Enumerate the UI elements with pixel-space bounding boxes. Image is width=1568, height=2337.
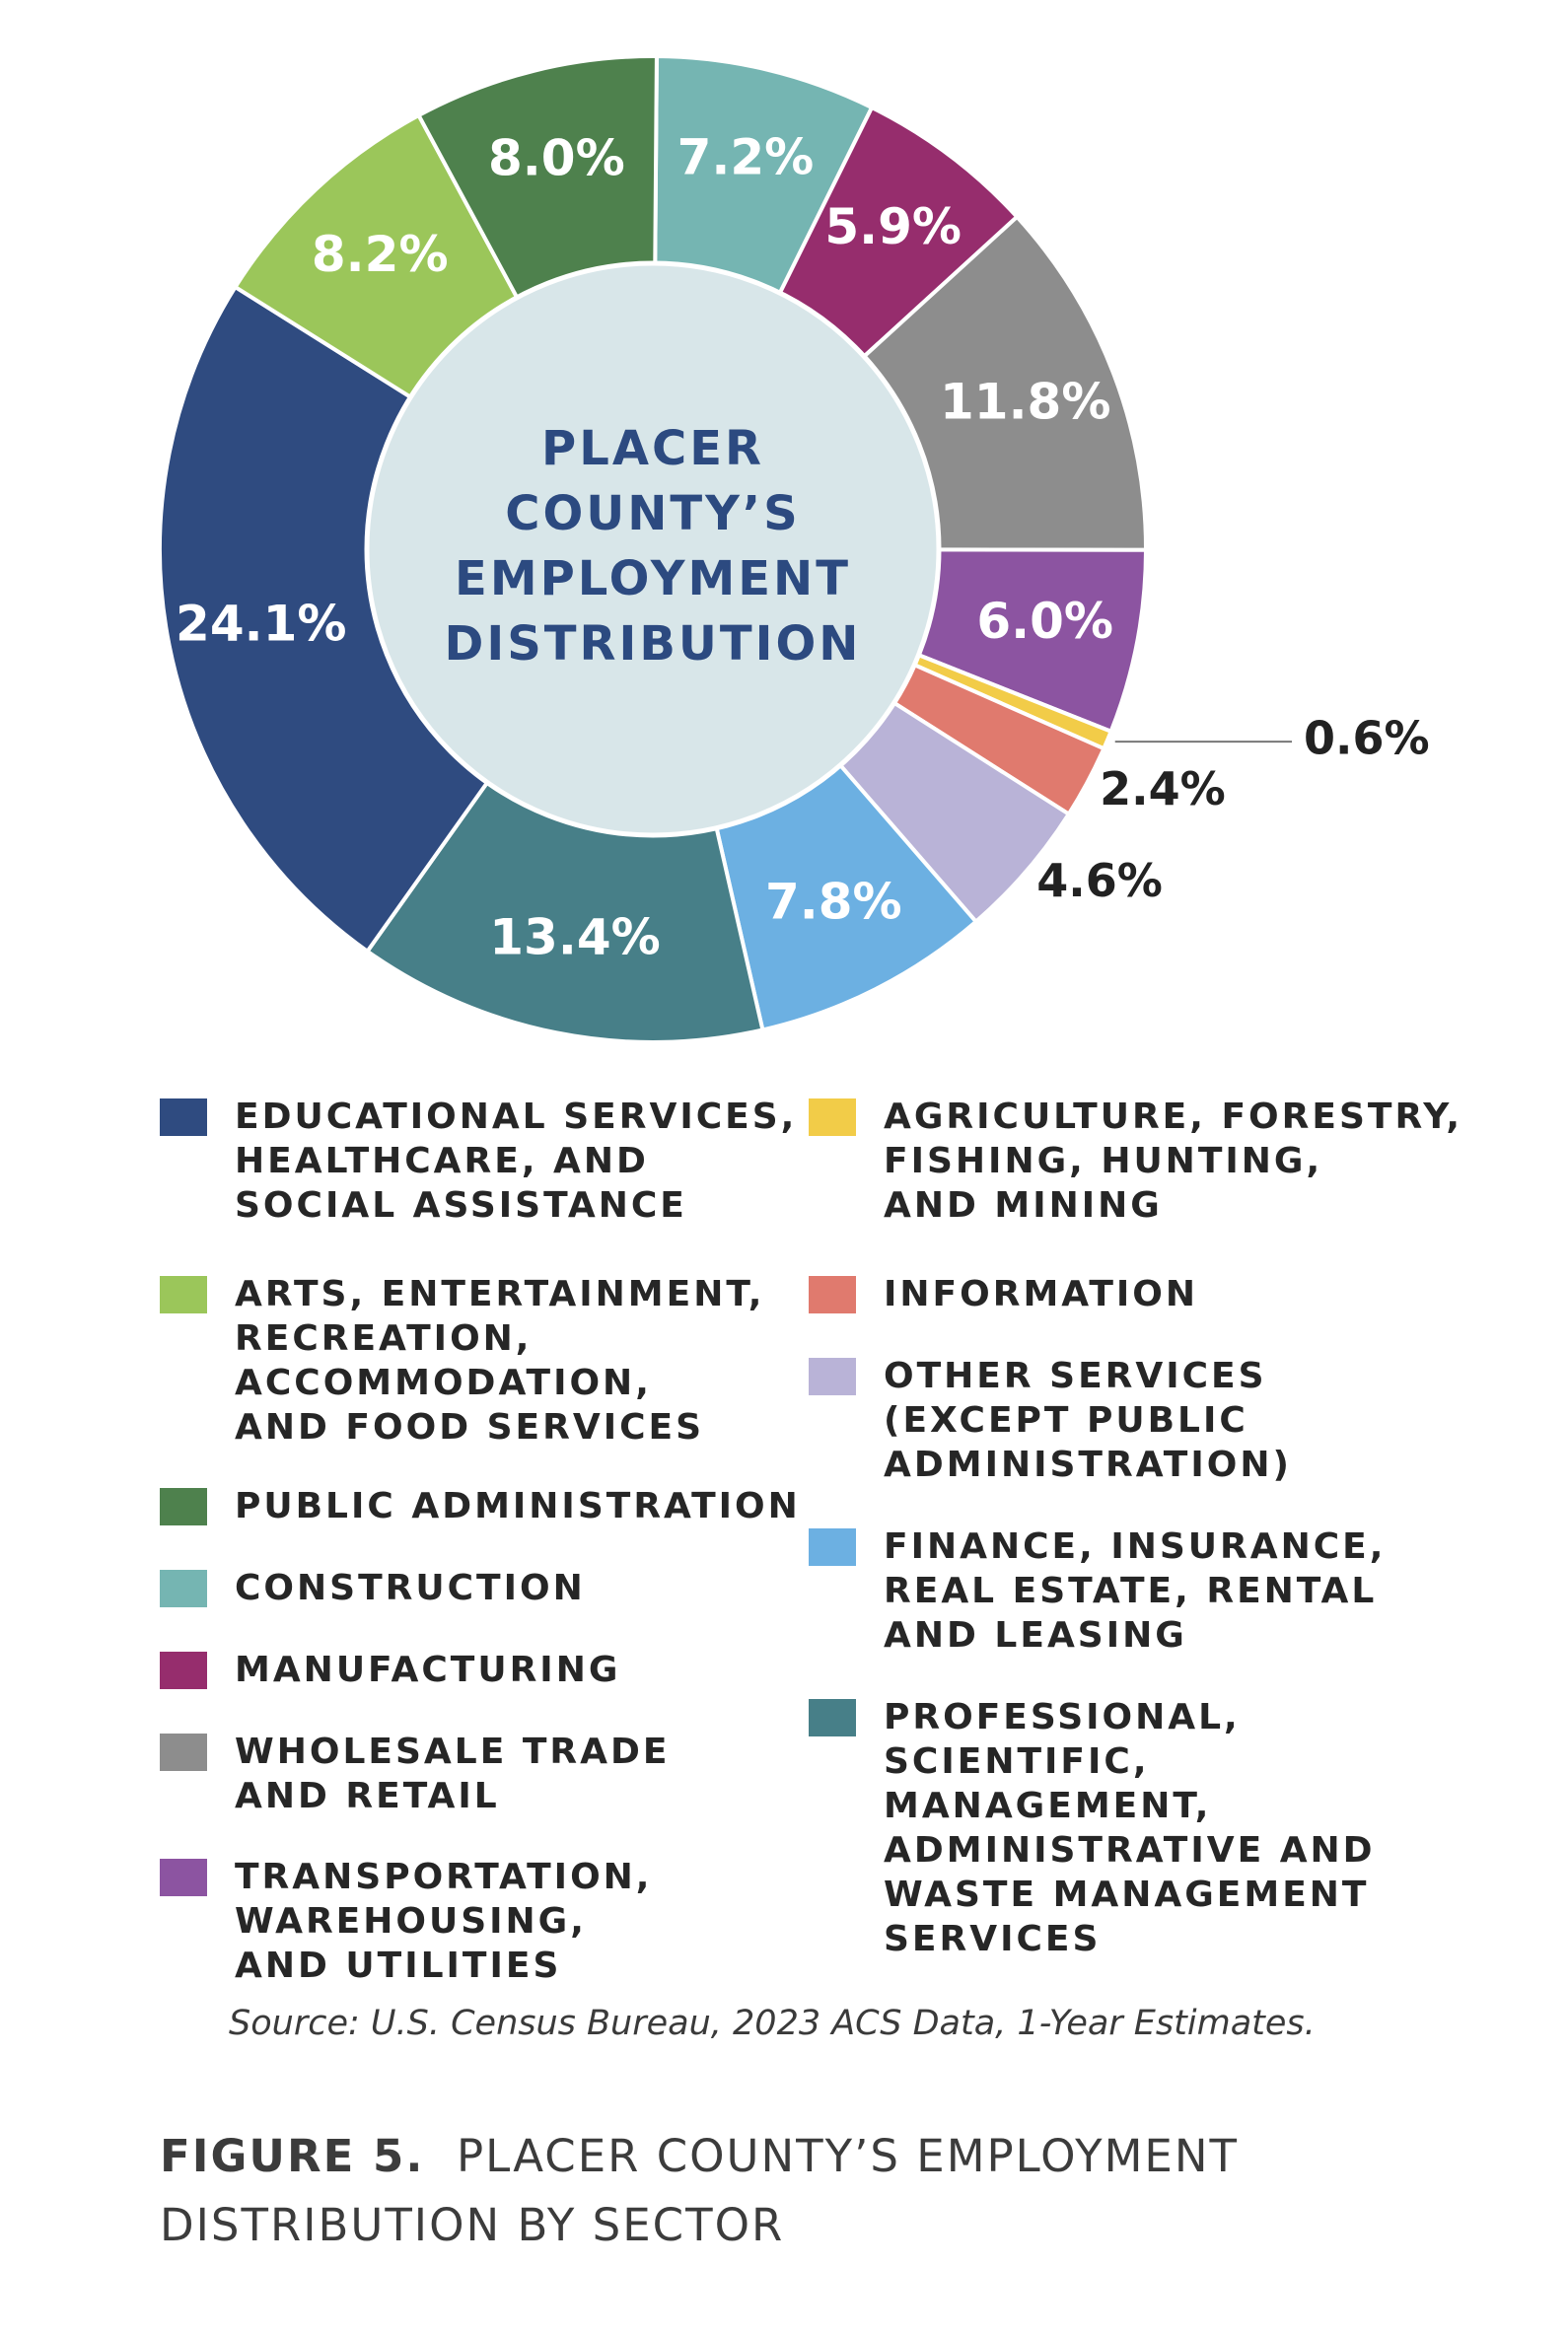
legend-swatch (809, 1276, 856, 1313)
legend-label: TRANSPORTATION, WAREHOUSING, AND UTILITI… (235, 1857, 653, 1986)
slice-label-manufacturing: 5.9% (824, 198, 962, 255)
slice-label-educational-services: 24.1% (176, 596, 346, 653)
legend-swatch (809, 1358, 856, 1395)
chart-title-line: EMPLOYMENT (455, 551, 851, 606)
slice-label-agriculture: 0.6% (1304, 712, 1430, 765)
legend-swatch (160, 1488, 207, 1525)
legend-swatch (160, 1570, 207, 1607)
legend-swatch (160, 1098, 207, 1136)
slice-label-arts: 8.2% (312, 226, 449, 283)
slice-label-finance: 7.8% (765, 874, 902, 931)
legend-swatch (160, 1859, 207, 1896)
legend-label: ARTS, ENTERTAINMENT, RECREATION, ACCOMMO… (235, 1274, 765, 1448)
figure-number: FIGURE 5. (160, 2130, 425, 2182)
legend-label: FINANCE, INSURANCE, REAL ESTATE, RENTAL … (884, 1526, 1387, 1656)
legend-label: PUBLIC ADMINISTRATION (235, 1486, 801, 1526)
legend-label: PROFESSIONAL, SCIENTIFIC, MANAGEMENT, AD… (884, 1697, 1376, 1959)
figure-caption-text: PLACER COUNTY’S EMPLOYMENT DISTRIBUTION … (160, 2130, 1240, 2251)
legend-label: AGRICULTURE, FORESTRY, FISHING, HUNTING,… (884, 1097, 1462, 1226)
legend-swatch (160, 1276, 207, 1313)
slice-label-transportation: 6.0% (976, 593, 1113, 650)
slice-label-wholesale-trade-and-retail: 11.8% (940, 373, 1110, 430)
chart-title: PLACER COUNTY’S EMPLOYMENT DISTRIBUTION (445, 421, 862, 672)
legend-label: EDUCATIONAL SERVICES, HEALTHCARE, AND SO… (235, 1097, 798, 1226)
legend-label: WHOLESALE TRADE AND RETAIL (235, 1732, 671, 1816)
chart-title-line: PLACER (541, 421, 764, 476)
chart-title-line: COUNTY’S (505, 486, 800, 541)
legend-label: MANUFACTURING (235, 1650, 621, 1690)
slice-label-professional: 13.4% (489, 909, 660, 966)
legend-label: CONSTRUCTION (235, 1568, 586, 1608)
chart-title-line: DISTRIBUTION (445, 616, 862, 672)
legend-swatch (160, 1652, 207, 1689)
slice-label-construction: 7.2% (677, 129, 815, 186)
donut-chart: PLACER COUNTY’S EMPLOYMENT DISTRIBUTION 7.2… (158, 54, 1430, 1044)
slice-label-information: 2.4% (1100, 762, 1226, 815)
figure-caption: FIGURE 5. PLACER COUNTY’S EMPLOYMENT DIS… (160, 2122, 1442, 2260)
source-note: Source: U.S. Census Bureau, 2023 ACS Dat… (229, 2004, 1316, 2043)
slice-label-other-services-except-public-administration: 4.6% (1036, 854, 1163, 907)
legend-swatch (160, 1734, 207, 1771)
legend-swatch (809, 1528, 856, 1566)
chart-center-circle (364, 260, 942, 838)
legend-label: INFORMATION (884, 1274, 1199, 1314)
legend-label: OTHER SERVICES (EXCEPT PUBLIC ADMINISTRA… (884, 1356, 1292, 1485)
slice-label-public-administration: 8.0% (488, 129, 625, 186)
legend-swatch (809, 1098, 856, 1136)
legend-swatch (809, 1699, 856, 1736)
